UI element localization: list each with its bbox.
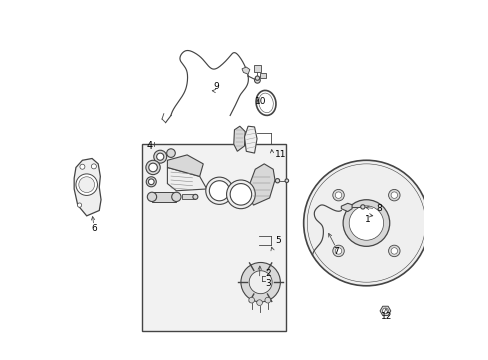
Circle shape [332, 245, 344, 257]
Bar [142, 144, 285, 330]
Polygon shape [74, 158, 101, 216]
Circle shape [248, 297, 254, 303]
Circle shape [275, 179, 279, 183]
Circle shape [360, 205, 364, 209]
Circle shape [303, 160, 428, 286]
Circle shape [264, 297, 270, 303]
Circle shape [256, 300, 262, 306]
Polygon shape [167, 155, 203, 176]
Circle shape [147, 192, 156, 202]
Circle shape [76, 174, 97, 195]
Bar [152, 192, 176, 202]
Circle shape [226, 180, 255, 209]
Circle shape [241, 262, 280, 302]
Circle shape [255, 76, 259, 80]
Polygon shape [341, 203, 351, 212]
Text: 7: 7 [332, 247, 338, 256]
Polygon shape [233, 126, 244, 151]
Polygon shape [244, 126, 257, 153]
Circle shape [77, 203, 81, 207]
Circle shape [148, 179, 154, 185]
Circle shape [230, 184, 251, 205]
Circle shape [382, 308, 387, 314]
Text: 5: 5 [275, 237, 281, 246]
Circle shape [145, 160, 160, 175]
Text: 12: 12 [380, 312, 391, 321]
Circle shape [205, 177, 233, 204]
Circle shape [390, 192, 397, 198]
Circle shape [388, 245, 399, 257]
Circle shape [148, 163, 157, 172]
Bar [182, 194, 195, 199]
Circle shape [166, 149, 175, 157]
Polygon shape [242, 67, 249, 74]
Circle shape [153, 150, 166, 163]
Circle shape [332, 189, 344, 201]
Text: 11: 11 [274, 150, 285, 159]
Circle shape [146, 177, 156, 187]
Circle shape [390, 248, 397, 254]
Text: 1: 1 [365, 215, 370, 224]
Circle shape [335, 248, 341, 254]
Circle shape [335, 192, 341, 198]
Polygon shape [167, 167, 206, 191]
Text: 10: 10 [254, 96, 266, 105]
Text: 8: 8 [375, 204, 381, 213]
Circle shape [209, 181, 229, 201]
Circle shape [249, 271, 271, 294]
Circle shape [171, 192, 181, 202]
Text: 3: 3 [264, 279, 270, 288]
Circle shape [388, 189, 399, 201]
Circle shape [79, 177, 94, 193]
Text: 2: 2 [264, 269, 270, 278]
Text: 4: 4 [146, 141, 152, 151]
Circle shape [80, 164, 85, 169]
Text: 6: 6 [91, 224, 97, 233]
Circle shape [156, 153, 163, 160]
Bar [254, 64, 260, 72]
Circle shape [348, 206, 383, 240]
Circle shape [343, 200, 389, 246]
Circle shape [285, 179, 288, 183]
Text: 9: 9 [212, 82, 218, 91]
Bar [260, 73, 266, 78]
Circle shape [254, 77, 260, 83]
Polygon shape [249, 164, 274, 205]
Polygon shape [379, 306, 390, 316]
Circle shape [192, 194, 198, 199]
Circle shape [91, 164, 96, 169]
